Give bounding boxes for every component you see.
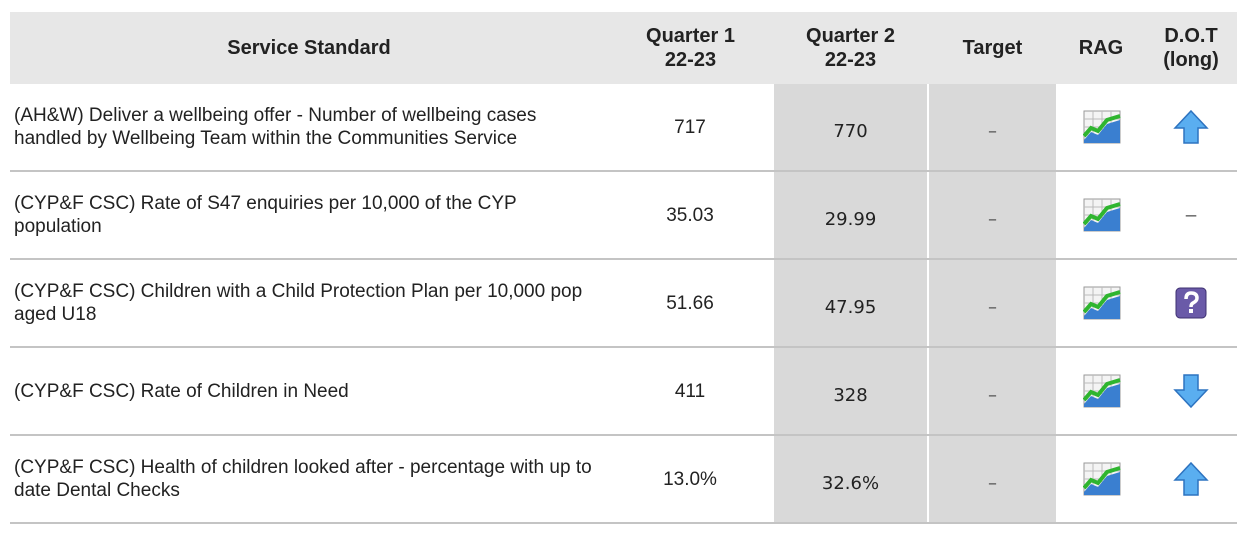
table-row: (CYP&F CSC) Children with a Child Protec… [10, 259, 1237, 348]
rag-icon [1082, 374, 1121, 408]
header-line: Target [962, 37, 1023, 59]
column-header: Quarter 1 22-23 [608, 12, 773, 84]
rag-icon [1082, 110, 1121, 144]
service-standard: (CYP&F CSC) Rate of Children in Need [10, 347, 608, 436]
rag-cell [1057, 347, 1145, 436]
service-standard: (CYP&F CSC) Health of children looked af… [10, 435, 608, 524]
header-line: (long) [1163, 49, 1219, 71]
target-value: – [927, 259, 1058, 348]
header-line: RAG [1078, 37, 1124, 59]
quarter-2-value: 328 [772, 347, 929, 436]
dot-cell [1145, 84, 1237, 172]
column-header: RAG [1057, 12, 1145, 84]
up-arrow-icon [1173, 461, 1209, 496]
quarter-2-value: 29.99 [772, 171, 929, 260]
column-header: D.O.T (long) [1145, 12, 1237, 84]
quarter-1-value: 411 [608, 347, 773, 436]
dot-cell [1145, 259, 1237, 348]
target-value: – [927, 435, 1058, 524]
dot-value: – [1145, 171, 1237, 260]
table-row: (AH&W) Deliver a wellbeing offer - Numbe… [10, 84, 1237, 172]
up-arrow-icon [1173, 109, 1209, 144]
header-line: Quarter 1 [646, 25, 735, 47]
quarter-1-value: 51.66 [608, 259, 773, 348]
rag-cell [1057, 259, 1145, 348]
table-row: (CYP&F CSC) Rate of S47 enquiries per 10… [10, 171, 1237, 260]
quarter-2-value: 770 [772, 84, 929, 172]
table-row: (CYP&F CSC) Rate of Children in Need 411 3… [10, 347, 1237, 436]
quarter-2-value: 47.95 [772, 259, 929, 348]
service-standard: (CYP&F CSC) Children with a Child Protec… [10, 259, 608, 348]
header-line: Service Standard [227, 37, 391, 59]
target-value: – [927, 171, 1058, 260]
dot-cell [1145, 347, 1237, 436]
column-header: Target [928, 12, 1057, 84]
rag-icon [1082, 286, 1121, 320]
header-line: D.O.T [1164, 25, 1218, 47]
quarter-1-value: 35.03 [608, 171, 773, 260]
header-line: 22-23 [824, 49, 877, 71]
rag-icon [1082, 462, 1121, 496]
rag-cell [1057, 84, 1145, 172]
target-value: – [927, 84, 1058, 172]
column-header: Service Standard [10, 12, 608, 84]
column-header: Quarter 2 22-23 [773, 12, 928, 84]
table-body: (AH&W) Deliver a wellbeing offer - Numbe… [10, 84, 1237, 524]
table-row: (CYP&F CSC) Health of children looked af… [10, 435, 1237, 524]
rag-cell [1057, 435, 1145, 524]
service-standard: (CYP&F CSC) Rate of S47 enquiries per 10… [10, 171, 608, 260]
header-line: 22-23 [664, 49, 717, 71]
header-line: Quarter 2 [806, 25, 895, 47]
quarter-1-value: 717 [608, 84, 773, 172]
down-arrow-icon [1173, 374, 1209, 409]
target-value: – [927, 347, 1058, 436]
rag-cell [1057, 171, 1145, 260]
service-standard: (AH&W) Deliver a wellbeing offer - Numbe… [10, 84, 608, 172]
dot-cell [1145, 435, 1237, 524]
rag-icon [1082, 198, 1121, 232]
unknown-icon [1175, 287, 1207, 319]
quarter-2-value: 32.6% [772, 435, 929, 524]
quarter-1-value: 13.0% [608, 435, 773, 524]
